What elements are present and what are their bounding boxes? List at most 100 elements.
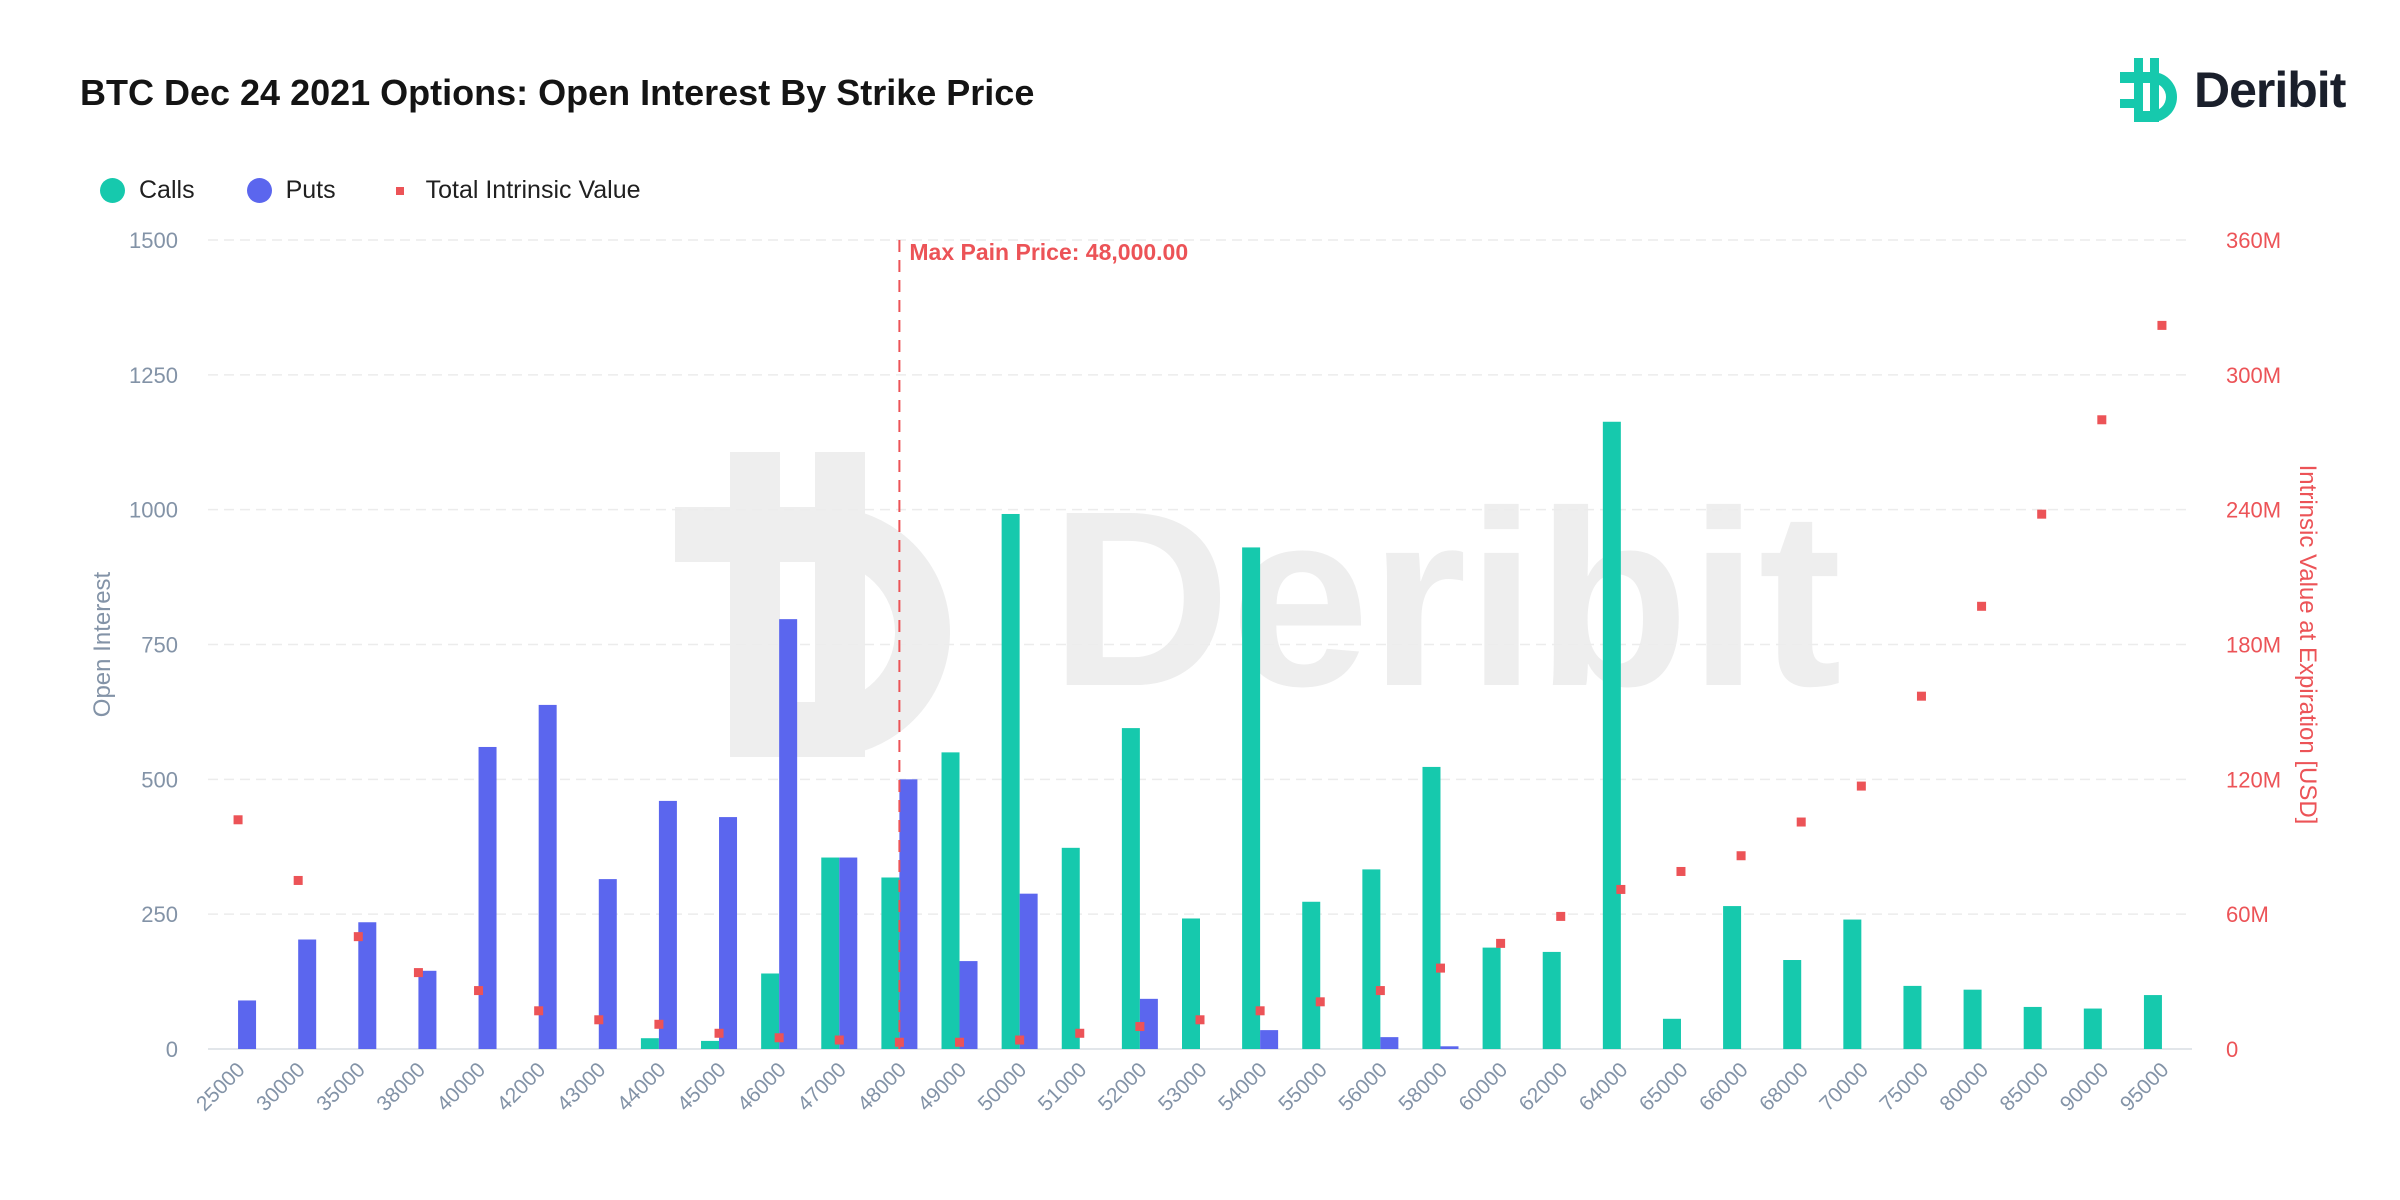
bar-calls-54000 [1242,547,1261,1049]
point-intrinsic-46000 [774,1033,784,1043]
y2-tick-label: 180M [2226,633,2281,658]
point-intrinsic-43000 [594,1015,604,1025]
legend-item-calls[interactable]: Calls [100,176,195,205]
x-tick-label-68000: 68000 [1755,1058,1813,1116]
bar-puts-38000 [418,970,437,1049]
legend-item-intrinsic[interactable]: Total Intrinsic Value [388,176,641,205]
x-tick-label-55000: 55000 [1274,1058,1332,1116]
max-pain-label: Max Pain Price: 48,000.00 [909,239,1188,265]
point-intrinsic-49000 [955,1037,965,1047]
bar-puts-52000 [1139,998,1158,1049]
bar-puts-54000 [1260,1030,1279,1049]
bar-puts-49000 [959,961,978,1049]
y-tick-label: 1250 [129,363,178,388]
y-tick-label: 0 [166,1037,178,1062]
bar-calls-58000 [1422,766,1441,1049]
y2-tick-label: 120M [2226,767,2281,792]
bar-calls-68000 [1783,960,1802,1049]
y2-tick-label: 0 [2226,1037,2238,1062]
x-tick-label-45000: 45000 [673,1058,731,1116]
point-intrinsic-64000 [1616,884,1626,894]
point-intrinsic-40000 [474,986,484,996]
y-tick-label: 500 [141,767,178,792]
point-intrinsic-42000 [534,1006,544,1016]
chart-title: BTC Dec 24 2021 Options: Open Interest B… [80,72,1035,113]
point-intrinsic-80000 [1977,601,1987,611]
x-tick-label-42000: 42000 [493,1058,551,1116]
x-tick-label-90000: 90000 [2056,1058,2114,1116]
x-tick-label-62000: 62000 [1515,1058,1573,1116]
y2-tick-label: 300M [2226,363,2281,388]
bar-calls-52000 [1121,728,1140,1049]
bar-puts-58000 [1440,1046,1459,1049]
x-tick-label-54000: 54000 [1214,1058,1272,1116]
bar-puts-48000 [899,779,918,1049]
bar-puts-47000 [839,857,858,1049]
bar-calls-95000 [2143,995,2162,1049]
x-tick-label-48000: 48000 [853,1058,911,1116]
bar-calls-62000 [1542,951,1561,1049]
bar-puts-46000 [779,619,798,1049]
bar-calls-65000 [1662,1018,1681,1049]
bar-calls-48000 [881,877,900,1049]
point-intrinsic-58000 [1435,963,1445,973]
point-intrinsic-44000 [654,1019,664,1029]
legend-label-calls: Calls [139,176,195,204]
x-tick-label-80000: 80000 [1936,1058,1994,1116]
brand-logo: Deribit [2120,58,2346,122]
bar-calls-51000 [1061,847,1080,1049]
point-intrinsic-30000 [293,875,303,885]
x-tick-label-50000: 50000 [974,1058,1032,1116]
x-tick-label-49000: 49000 [913,1058,971,1116]
legend-item-puts[interactable]: Puts [246,176,336,205]
x-tick-label-52000: 52000 [1094,1058,1152,1116]
point-intrinsic-52000 [1135,1022,1145,1032]
bar-puts-42000 [538,704,557,1049]
x-tick-label-58000: 58000 [1394,1058,1452,1116]
point-intrinsic-50000 [1015,1035,1025,1045]
x-tick-label-40000: 40000 [433,1058,491,1116]
y-axis-title: Open Interest [89,571,116,717]
x-tick-label-70000: 70000 [1815,1058,1873,1116]
bar-calls-47000 [821,857,840,1049]
point-intrinsic-60000 [1496,938,1506,948]
bar-calls-85000 [2023,1006,2042,1049]
y-tick-label: 250 [141,902,178,927]
chart-legend: Calls Puts Total Intrinsic Value [100,176,693,205]
legend-swatch-intrinsic [395,186,404,195]
bar-calls-49000 [941,752,960,1049]
bar-puts-30000 [298,939,317,1049]
x-tick-label-44000: 44000 [613,1058,671,1116]
legend-swatch-calls [100,178,125,203]
x-tick-label-56000: 56000 [1334,1058,1392,1116]
y-tick-label: 1000 [129,498,178,523]
x-tick-label-65000: 65000 [1635,1058,1693,1116]
bar-calls-70000 [1843,919,1862,1049]
point-intrinsic-25000 [233,815,243,825]
x-tick-label-66000: 66000 [1695,1058,1753,1116]
x-tick-label-46000: 46000 [733,1058,791,1116]
legend-swatch-puts [246,178,272,203]
watermark-text: Deribit [1050,459,1842,738]
point-intrinsic-75000 [1916,691,1926,701]
point-intrinsic-95000 [2157,320,2167,330]
deribit-logo-icon [2120,58,2177,122]
bar-puts-43000 [598,879,617,1049]
bar-calls-56000 [1362,869,1381,1049]
x-tick-label-47000: 47000 [793,1058,851,1116]
x-tick-label-64000: 64000 [1575,1058,1633,1116]
bar-calls-64000 [1602,421,1621,1049]
y2-axis-title: Intrinsic Value at Expiration [USD] [2294,465,2321,825]
x-tick-label-35000: 35000 [312,1058,370,1116]
bar-calls-55000 [1302,901,1321,1049]
x-tick-label-38000: 38000 [372,1058,430,1116]
bar-puts-44000 [658,800,677,1049]
bar-calls-66000 [1723,906,1742,1049]
bar-puts-45000 [719,817,738,1049]
point-intrinsic-47000 [834,1035,844,1045]
bar-calls-46000 [761,973,780,1049]
x-tick-label-53000: 53000 [1154,1058,1212,1116]
bar-puts-56000 [1380,1037,1399,1049]
bar-calls-50000 [1001,513,1020,1049]
